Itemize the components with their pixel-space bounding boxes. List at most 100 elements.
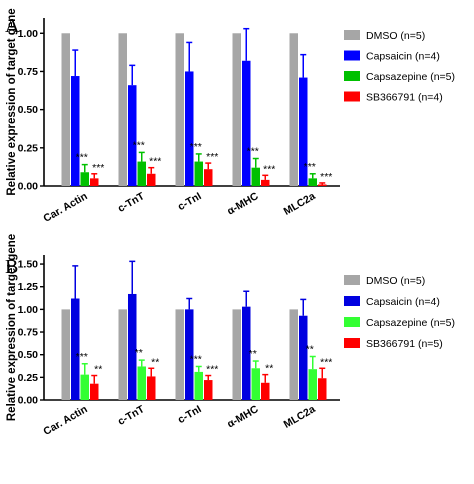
bar-2-4 bbox=[242, 60, 251, 186]
significance-label: *** bbox=[206, 151, 218, 163]
bar-1-2 bbox=[118, 309, 127, 400]
y-tick-label: 1.25 bbox=[18, 281, 39, 293]
category-label: c-TnT bbox=[116, 403, 147, 428]
bar-4-4 bbox=[261, 382, 270, 400]
bar-3-2 bbox=[137, 366, 146, 400]
bar-3-5 bbox=[308, 178, 317, 186]
bar-2-2 bbox=[128, 85, 137, 186]
category-label: c-TnT bbox=[116, 190, 147, 215]
legend-label: Capsazepine (n=5) bbox=[366, 71, 455, 83]
category-label: MLC2a bbox=[282, 403, 318, 431]
significance-label: *** bbox=[190, 353, 202, 365]
y-tick-label: 1.50 bbox=[18, 259, 39, 271]
bar-3-5 bbox=[308, 369, 317, 400]
panel-letter: B bbox=[5, 256, 18, 278]
y-tick-label: 0.50 bbox=[18, 349, 39, 361]
significance-label: *** bbox=[304, 161, 316, 173]
bar-4-1 bbox=[90, 178, 99, 186]
legend-swatch bbox=[344, 317, 360, 327]
significance-label: ** bbox=[306, 344, 314, 356]
legend-swatch bbox=[344, 296, 360, 306]
legend-swatch bbox=[344, 71, 360, 81]
significance-label: ** bbox=[249, 348, 257, 360]
significance-label: ** bbox=[94, 364, 102, 376]
significance-label: *** bbox=[263, 163, 275, 175]
category-label: c-TnI bbox=[176, 403, 204, 426]
bar-1-5 bbox=[289, 309, 298, 400]
bar-4-3 bbox=[204, 380, 213, 400]
bar-2-4 bbox=[242, 306, 251, 400]
legend-label: Capsazepine (n=5) bbox=[366, 317, 455, 329]
category-label: Car. Actin bbox=[41, 403, 89, 438]
bar-1-1 bbox=[61, 33, 70, 186]
bar-3-2 bbox=[137, 161, 146, 186]
bar-2-3 bbox=[185, 71, 194, 186]
y-tick-label: 1.00 bbox=[18, 28, 39, 40]
legend-label: Capsaicin (n=4) bbox=[366, 296, 440, 308]
panel-letter: A bbox=[5, 15, 20, 37]
bar-3-3 bbox=[194, 161, 203, 186]
legend-label: SB366791 (n=5) bbox=[366, 338, 443, 350]
bar-4-1 bbox=[90, 383, 99, 400]
y-tick-label: 0.25 bbox=[18, 372, 39, 384]
bar-2-1 bbox=[71, 76, 80, 186]
bar-1-5 bbox=[289, 33, 298, 186]
bar-4-2 bbox=[147, 173, 156, 186]
legend-swatch bbox=[344, 30, 360, 40]
legend-swatch bbox=[344, 338, 360, 348]
significance-label: ** bbox=[135, 347, 143, 359]
significance-label: *** bbox=[133, 139, 145, 151]
legend-label: Capsaicin (n=4) bbox=[366, 51, 440, 63]
bar-2-5 bbox=[299, 315, 308, 400]
y-tick-label: 0.00 bbox=[18, 181, 39, 193]
legend-label: DMSO (n=5) bbox=[366, 275, 425, 287]
category-label: α-MHC bbox=[225, 190, 261, 218]
significance-label: *** bbox=[247, 146, 259, 158]
bar-4-3 bbox=[204, 169, 213, 186]
bar-4-5 bbox=[318, 184, 327, 186]
y-tick-label: 0.00 bbox=[18, 395, 39, 407]
bar-1-3 bbox=[175, 309, 184, 400]
bar-3-4 bbox=[251, 368, 260, 400]
significance-label: *** bbox=[76, 351, 88, 363]
category-label: MLC2a bbox=[282, 190, 318, 218]
bar-1-4 bbox=[232, 309, 241, 400]
category-label: Car. Actin bbox=[41, 190, 89, 225]
legend-swatch bbox=[344, 50, 360, 61]
bar-1-1 bbox=[61, 309, 70, 400]
significance-label: *** bbox=[149, 156, 161, 168]
y-tick-label: 0.75 bbox=[18, 66, 39, 78]
bar-2-2 bbox=[128, 293, 137, 400]
legend-swatch bbox=[344, 91, 360, 102]
bar-3-4 bbox=[251, 167, 260, 186]
bar-1-3 bbox=[175, 33, 184, 186]
bar-3-1 bbox=[80, 172, 89, 186]
significance-label: *** bbox=[92, 162, 104, 174]
significance-label: *** bbox=[320, 171, 332, 183]
legend-label: SB366791 (n=4) bbox=[366, 92, 443, 104]
bar-2-3 bbox=[185, 309, 194, 400]
y-tick-label: 0.50 bbox=[18, 104, 39, 116]
y-tick-label: 0.25 bbox=[18, 142, 39, 154]
y-tick-label: 1.00 bbox=[18, 304, 39, 316]
significance-label: *** bbox=[206, 364, 218, 376]
bar-2-5 bbox=[299, 77, 308, 186]
bar-4-5 bbox=[318, 378, 327, 400]
significance-label: ** bbox=[265, 363, 273, 375]
y-tick-label: 0.75 bbox=[18, 327, 39, 339]
bar-2-1 bbox=[71, 298, 80, 400]
y-axis-label: Relative expression of target gene bbox=[6, 234, 18, 421]
category-label: c-TnI bbox=[176, 190, 204, 213]
bar-1-2 bbox=[118, 33, 127, 186]
significance-label: *** bbox=[320, 356, 332, 368]
legend-label: DMSO (n=5) bbox=[366, 30, 425, 42]
y-axis-label: Relative expression of target gene bbox=[6, 8, 18, 195]
bar-4-2 bbox=[147, 376, 156, 400]
bar-3-3 bbox=[194, 371, 203, 400]
category-label: α-MHC bbox=[225, 403, 261, 431]
significance-label: ** bbox=[151, 356, 159, 368]
bar-3-1 bbox=[80, 374, 89, 400]
